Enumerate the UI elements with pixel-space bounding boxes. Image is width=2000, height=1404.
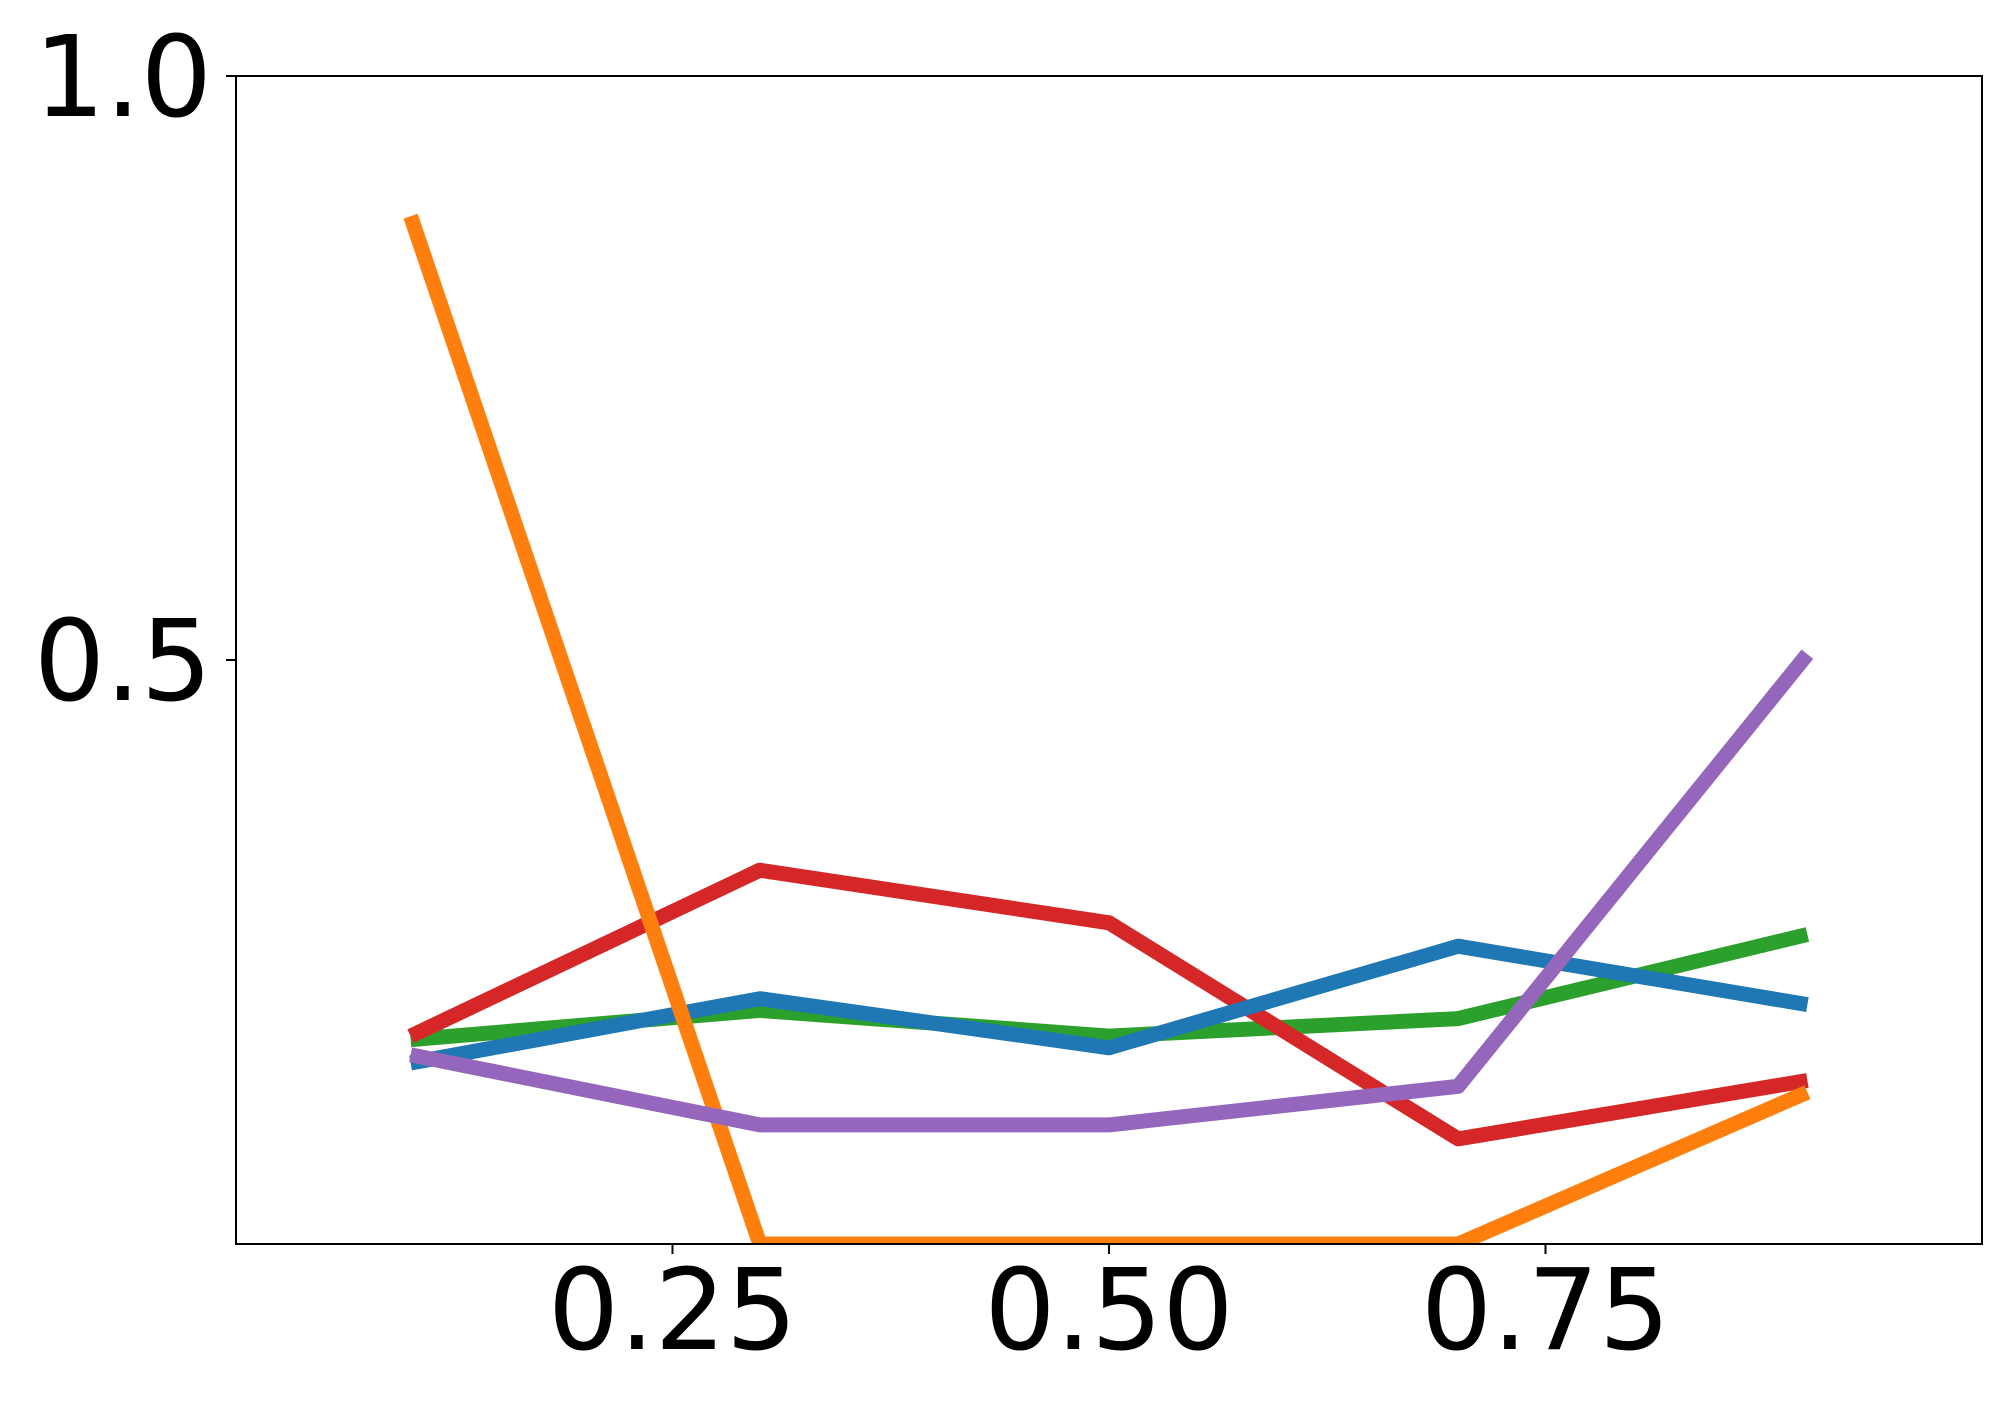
series-line-3 — [409, 938, 1809, 1071]
x-tick-label: 0.50 — [984, 1246, 1233, 1376]
series-line-2 — [407, 862, 1809, 1147]
series-line-5 — [409, 649, 1814, 1133]
x-tick-label: 0.25 — [548, 1246, 797, 1376]
y-tick-label: 0.5 — [34, 597, 212, 727]
x-tick-label: 0.75 — [1421, 1246, 1670, 1376]
y-tick-label: 1.0 — [34, 13, 212, 143]
series-line-4 — [403, 213, 1811, 1244]
